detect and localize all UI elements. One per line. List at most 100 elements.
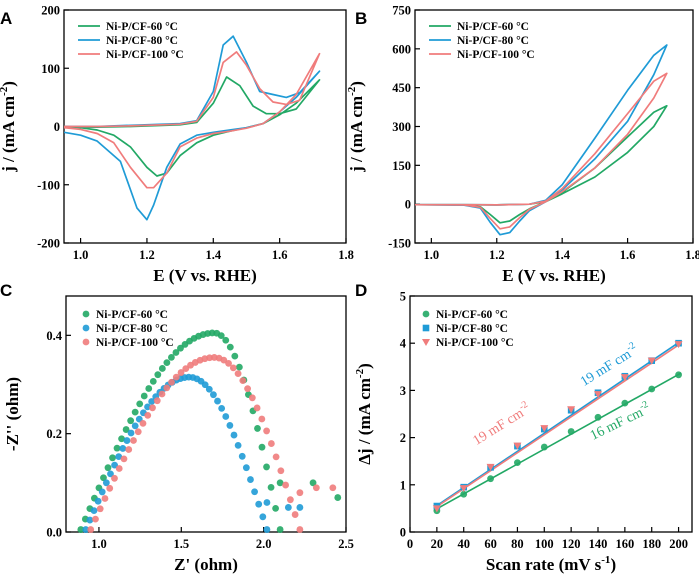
- data-point: [258, 415, 266, 423]
- data-point: [182, 365, 190, 372]
- data-point: [168, 378, 175, 386]
- legend-label: Ni-P/CF-80 °C: [436, 323, 508, 335]
- data-point: [177, 369, 185, 376]
- data-point: [276, 526, 284, 533]
- legend: Ni-P/CF-60 °C Ni-P/CF-80 °C Ni-P/CF-100 °C: [429, 21, 535, 61]
- data-point: [296, 504, 304, 511]
- data-point: [238, 452, 246, 460]
- fit-line: [433, 372, 682, 511]
- data-point: [149, 377, 157, 385]
- data-point: [82, 526, 90, 533]
- data-point: [254, 425, 261, 432]
- y-tick-label: -100: [37, 178, 60, 192]
- data-point: [329, 484, 337, 492]
- data-point: [226, 343, 234, 351]
- data-point: [234, 441, 242, 449]
- data-point: [296, 526, 304, 533]
- x-axis-title: Z' (ohm): [174, 555, 238, 574]
- data-point: [296, 489, 304, 497]
- data-point: [214, 397, 221, 405]
- x-axis-title: Scan rate (mV s-1): [486, 554, 616, 574]
- legend-label: Ni-P/CF-60 °C: [436, 309, 508, 321]
- x-tick-label: 1.8: [685, 248, 699, 262]
- data-point: [620, 374, 629, 382]
- panel-letter: C: [0, 281, 12, 300]
- data-point: [222, 413, 230, 420]
- data-point: [210, 391, 217, 399]
- data-point: [258, 443, 266, 451]
- legend: Ni-P/CF-60 °C Ni-P/CF-80 °C Ni-P/CF-100 °C: [422, 309, 514, 349]
- x-tick-label: 20: [431, 537, 444, 551]
- data-point: [594, 413, 602, 421]
- data-point: [334, 494, 342, 501]
- data-point: [102, 479, 110, 487]
- data-point: [263, 463, 270, 471]
- legend-label: Ni-P/CF-100 °C: [96, 337, 174, 349]
- y-tick-label: 5: [400, 290, 406, 304]
- slope-annotation: 16 mF cm-2: [587, 399, 653, 444]
- data-point: [125, 446, 133, 453]
- data-point: [106, 484, 114, 492]
- data-point: [107, 470, 114, 478]
- data-point: [242, 464, 250, 472]
- legend-label: Ni-P/CF-60 °C: [106, 21, 178, 33]
- data-point: [247, 476, 254, 483]
- x-tick-label: 1.4: [554, 248, 570, 262]
- data-point: [276, 479, 284, 487]
- data-point: [218, 404, 226, 412]
- data-point: [163, 384, 171, 392]
- data-point: [674, 341, 683, 349]
- x-tick-label: 1.0: [73, 248, 89, 262]
- data-point: [267, 483, 275, 491]
- data-point: [486, 463, 495, 471]
- legend-swatch: [82, 324, 90, 332]
- data-point: [98, 488, 106, 496]
- legend-swatch: [422, 324, 430, 332]
- data-point: [123, 437, 131, 444]
- data-point: [230, 431, 238, 439]
- data-point: [263, 427, 271, 435]
- data-point: [158, 390, 166, 398]
- x-tick-label: 0: [407, 537, 413, 551]
- series-line: [415, 44, 668, 236]
- data-point: [120, 455, 128, 463]
- legend-label: Ni-P/CF-80 °C: [96, 323, 168, 335]
- data-point: [90, 507, 98, 514]
- data-point: [158, 365, 166, 372]
- y-tick-label: 200: [41, 4, 60, 18]
- data-point: [163, 359, 171, 367]
- y-tick-label: -200: [37, 237, 60, 251]
- data-point: [153, 397, 161, 405]
- data-point: [87, 526, 95, 533]
- data-point: [226, 422, 234, 429]
- axes-a: A 1.0 1.2 1.4 1.6 1.8 -200 -100 0 100 200 E (V vs. …: [0, 4, 354, 286]
- y-tick-label: 600: [392, 42, 411, 56]
- y-axis-title: j / (mA cm-2): [0, 81, 18, 173]
- data-point: [101, 495, 109, 502]
- x-tick-label: 2.5: [338, 537, 354, 551]
- slope-annotation: 19 mF cm-2: [576, 340, 641, 390]
- legend-label: Ni-P/CF-80 °C: [457, 35, 529, 47]
- data-point: [145, 385, 153, 392]
- axes-d: D 0 20 40 60 80 100 120 140 160 180 200 0 1 2 3 4 5 Scan r…: [354, 281, 693, 574]
- fit-line: [433, 340, 682, 509]
- legend-label: Ni-P/CF-100 °C: [106, 49, 184, 61]
- y-tick-label: 0.4: [46, 329, 62, 343]
- y-tick-label: 450: [392, 81, 411, 95]
- data-point: [267, 440, 275, 447]
- x-tick-label: 200: [669, 537, 688, 551]
- data-point: [239, 377, 247, 384]
- axes-b: B 1.0 1.2 1.4 1.6 1.8 -150 0 150 300 450 600 750 E (V…: [346, 4, 699, 286]
- data-point: [131, 408, 139, 416]
- y-tick-label: 4: [400, 337, 407, 351]
- y-tick-label: 0.0: [46, 526, 62, 540]
- data-point: [154, 371, 162, 379]
- series-line: [64, 51, 321, 189]
- data-point: [222, 336, 230, 344]
- plot-frame: [409, 295, 693, 533]
- legend-label: Ni-P/CF-60 °C: [457, 21, 529, 33]
- data-point: [109, 454, 116, 462]
- data-point: [100, 474, 107, 482]
- legend-label: Ni-P/CF-60 °C: [96, 309, 168, 321]
